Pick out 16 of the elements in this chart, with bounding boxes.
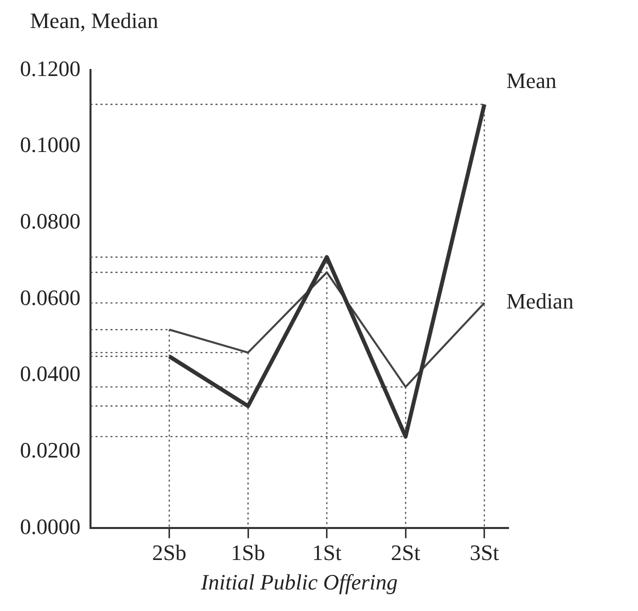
x-tick-label: 1St <box>312 540 342 566</box>
x-tick-label: 2Sb <box>152 540 186 566</box>
x-tick-label: 3St <box>470 540 500 566</box>
x-axis-title: Initial Public Offering <box>200 570 398 595</box>
y-tick-label: 0.0600 <box>20 284 80 310</box>
x-tick-label: 1Sb <box>230 540 266 566</box>
y-tick-label: 0.0400 <box>20 361 80 386</box>
y-tick-label: 0.0200 <box>20 438 80 463</box>
y-tick-label: 0.0000 <box>20 514 80 539</box>
series-label: Mean <box>506 68 556 94</box>
y-tick-label: 0.1200 <box>20 56 80 81</box>
y-tick-label: 0.0800 <box>20 208 80 234</box>
y-axis-title: Mean, Median <box>30 8 158 34</box>
x-tick-label: 2St <box>390 540 420 566</box>
y-tick-label: 0.1000 <box>20 132 80 158</box>
series-label: Median <box>506 288 574 314</box>
